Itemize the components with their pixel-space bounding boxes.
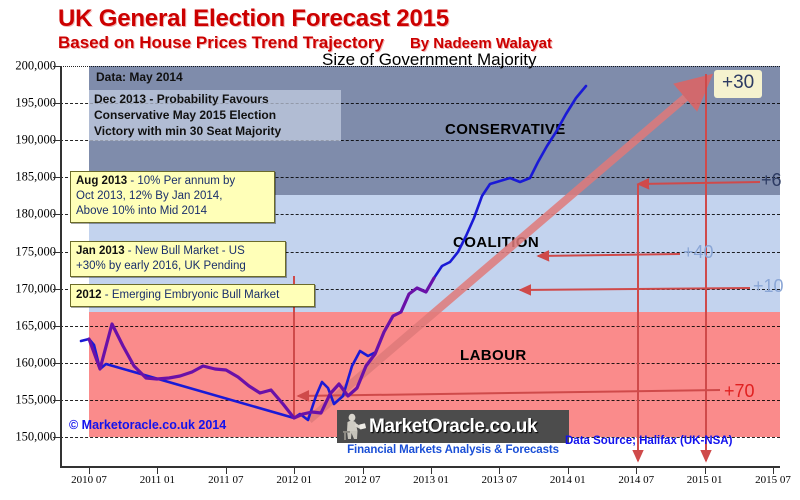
ytick-label: 160,000	[15, 355, 56, 370]
gridline-200000	[60, 66, 780, 67]
xtick-label: 2014 01	[549, 474, 586, 486]
seat-marker-40: +40	[683, 242, 714, 262]
xtick-label: 2013 07	[481, 474, 518, 486]
seat-line-10	[518, 284, 751, 296]
seat-marker-6: +6	[761, 170, 782, 190]
series-house-prices-purple	[87, 276, 436, 420]
seat-line-40	[536, 250, 681, 262]
gridline-175000	[60, 251, 780, 253]
note-jan-2013-rest: - New Bull Market - US	[124, 245, 245, 257]
note-aug-2013: Aug 2013 - 10% Per annum by Oct 2013, 12…	[70, 171, 275, 223]
forecast-trajectory-arrow	[306, 73, 714, 424]
ytick	[53, 437, 60, 438]
xtick	[362, 468, 364, 474]
xtick	[636, 468, 638, 474]
seat-line-70	[296, 389, 721, 402]
xtick	[567, 468, 569, 474]
seat-marker-30: +30	[714, 70, 763, 98]
band-label-conservative: CONSERVATIVE	[445, 121, 566, 138]
ytick-label: 170,000	[15, 281, 56, 296]
ytick	[53, 103, 60, 105]
gridline-195000	[60, 103, 780, 105]
ytick-label: 150,000	[15, 429, 56, 444]
band-label-labour: LABOUR	[460, 347, 527, 364]
note-dec-2013-line-2: Conservative May 2015 Election	[94, 107, 277, 122]
note-dec-2013-line-1: Dec 2013 - Probability Favours	[94, 92, 269, 106]
seat-marker-10: +10	[753, 276, 784, 296]
note-jan-2013-line-2: +30% by early 2016, UK Pending	[76, 260, 246, 273]
ytick-label: 180,000	[15, 206, 56, 221]
ytick	[53, 66, 60, 67]
xtick-label: 2011 01	[139, 474, 176, 486]
copyright-note: © Marketoracle.co.uk 2014	[69, 418, 227, 432]
ytick	[53, 140, 60, 142]
logo-tagline: Financial Markets Analysis & Forecasts	[347, 444, 559, 456]
ytick	[53, 325, 60, 327]
plot-area: CONSERVATIVE COALITION LABOUR 200,000 19…	[15, 50, 791, 486]
xtick	[431, 468, 432, 474]
xtick-label: 2010 07	[71, 474, 107, 486]
ytick	[53, 399, 60, 401]
note-aug-2013-rest: - 10% Per annum by	[127, 175, 236, 187]
note-dec-2013: Dec 2013 - Probability Favours Conservat…	[89, 90, 341, 142]
ytick-label: 195,000	[15, 95, 56, 110]
gridline-190000	[60, 140, 780, 142]
ytick	[53, 251, 60, 253]
note-aug-2013-line-2: Oct 2013, 12% By Jan 2014,	[76, 190, 223, 203]
logo-name: MarketOracle.co.uk	[369, 415, 538, 437]
gridline-185000	[60, 177, 780, 179]
note-aug-2013-line-3: Above 10% into Mid 2014	[76, 205, 208, 218]
xtick-label: 2012 07	[344, 474, 381, 486]
seat-line-6	[636, 178, 761, 190]
ytick-label: 185,000	[15, 169, 56, 184]
note-data-may-2014: Data: May 2014	[91, 68, 188, 88]
xtick-label: 2011 07	[208, 474, 244, 486]
xtick	[89, 468, 90, 474]
xtick	[225, 468, 227, 474]
xtick	[157, 468, 159, 474]
ytick-label: 155,000	[15, 392, 56, 407]
note-2012-rest: - Emerging Embryonic Bull Market	[101, 289, 280, 301]
person-reading-icon	[341, 412, 367, 441]
xtick-label: 2015 07	[755, 474, 791, 486]
seat-marker-70: +70	[724, 381, 755, 401]
note-dec-2013-line-3: Victory with min 30 Seat Majority	[94, 123, 282, 138]
ytick	[53, 214, 60, 216]
chart-subtitle: Based on House Prices Trend Trajectory	[58, 33, 384, 53]
xtick-label: 2012 01	[276, 474, 313, 486]
note-2012-bold: 2012	[76, 289, 102, 301]
ytick-label: 190,000	[15, 132, 56, 147]
gridline-180000	[60, 214, 780, 216]
xtick	[704, 468, 706, 474]
band-labour-left-mask	[60, 312, 89, 437]
ytick	[53, 177, 60, 179]
xtick-label: 2015 01	[686, 474, 723, 486]
chart-title-block: UK General Election Forecast 2015 Based …	[58, 6, 678, 53]
note-data-text: Data: May 2014	[96, 70, 183, 84]
chart-author: By Nadeem Walayat	[409, 35, 552, 53]
chart-title: UK General Election Forecast 2015	[58, 5, 449, 32]
xtick-label: 2014 07	[618, 474, 655, 486]
note-jan-2013: Jan 2013 - New Bull Market - US +30% by …	[70, 241, 286, 278]
data-source-note: Data Source; Halifax (UK-NSA)	[565, 435, 733, 447]
ytick	[53, 362, 60, 364]
note-2012: 2012 - Emerging Embryonic Bull Market	[70, 284, 315, 308]
gridline-155000	[60, 399, 780, 401]
xtick-label: 2013 01	[413, 474, 449, 486]
xtick	[294, 468, 296, 474]
gridline-160000	[60, 362, 780, 364]
ytick-label: 165,000	[15, 318, 56, 333]
marketoracle-logo: MarketOracle.co.uk Financial Markets Ana…	[337, 410, 569, 456]
xtick	[773, 468, 774, 474]
size-of-government-majority-label: Size of Government Majority	[322, 50, 537, 69]
ytick	[53, 288, 60, 290]
note-aug-2013-bold: Aug 2013	[76, 175, 128, 187]
note-jan-2013-bold: Jan 2013	[76, 245, 125, 257]
ytick-label: 175,000	[15, 244, 56, 258]
xtick	[499, 468, 501, 474]
ytick-label: 200,000	[15, 58, 56, 73]
